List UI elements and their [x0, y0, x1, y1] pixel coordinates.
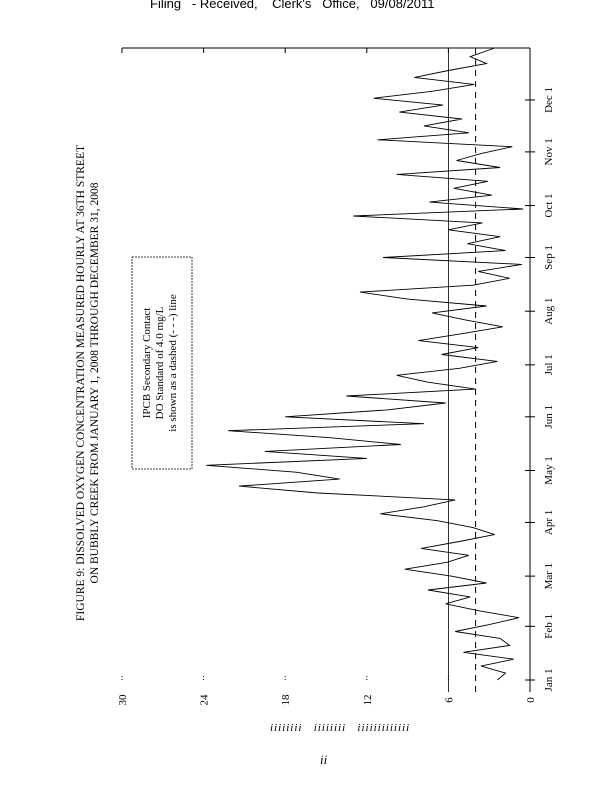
- legend-border: [131, 256, 193, 470]
- legend-line-2: DO Standard of 4.0 mg/L: [154, 306, 166, 419]
- y-tick-label: 0: [525, 697, 537, 703]
- x-tick-label: Oct 1: [543, 193, 555, 217]
- x-tick-label: Dec 1: [543, 87, 555, 113]
- chart-title: FIGURE 9: DISSOLVED OXYGEN CONCENTRATION…: [75, 145, 87, 621]
- y-tick-label: 24: [199, 694, 211, 706]
- x-tick-label: May 1: [543, 456, 555, 484]
- x-tick-label: Sep 1: [543, 245, 555, 270]
- y-unit-scribble: iiiiiiii iiiiiiii iiiiiiiiiiiii: [270, 722, 411, 734]
- y-axis-ticks: 0 6 12 18 24 30: [117, 48, 537, 706]
- x-tick-label: Mar 1: [543, 563, 555, 590]
- legend-line-3: is shown as a dashed (- - -) line: [167, 294, 179, 432]
- legend-line-1: IPCB Secondary Contact: [141, 308, 153, 419]
- plot-frame: [122, 47, 531, 692]
- x-tick-label: Feb 1: [543, 614, 555, 639]
- page-number: ii: [320, 752, 328, 767]
- y-tick-label: 12: [362, 695, 374, 706]
- y-tick-label: 30: [117, 694, 129, 706]
- chart-subtitle: ON BUBBLY CREEK FROM JANUARY 1, 2008 THR…: [89, 182, 101, 583]
- legend-box: IPCB Secondary Contact DO Standard of 4.…: [131, 256, 193, 470]
- y-tick-label: 18: [280, 694, 292, 706]
- series-line: [206, 47, 524, 681]
- x-tick-label: Jul 1: [543, 354, 555, 375]
- x-axis-ticks: Jan 1 Feb 1 Mar 1 Apr 1 May 1 Jun 1 Jul 1 Aug 1…: [525, 87, 555, 692]
- x-tick-label: Jan 1: [543, 669, 555, 692]
- reference-lines: [447, 48, 477, 692]
- x-tick-label: Aug 1: [543, 298, 555, 325]
- x-tick-label: Jun 1: [543, 405, 555, 429]
- chart-title-group: FIGURE 9: DISSOLVED OXYGEN CONCENTRATION…: [75, 145, 101, 621]
- y-tick-label: 6: [443, 697, 455, 703]
- filing-header: Filing - Received, Clerk's Office, 09/08…: [150, 0, 435, 11]
- x-tick-label: Nov 1: [543, 138, 555, 165]
- x-tick-label: Apr 1: [543, 510, 555, 535]
